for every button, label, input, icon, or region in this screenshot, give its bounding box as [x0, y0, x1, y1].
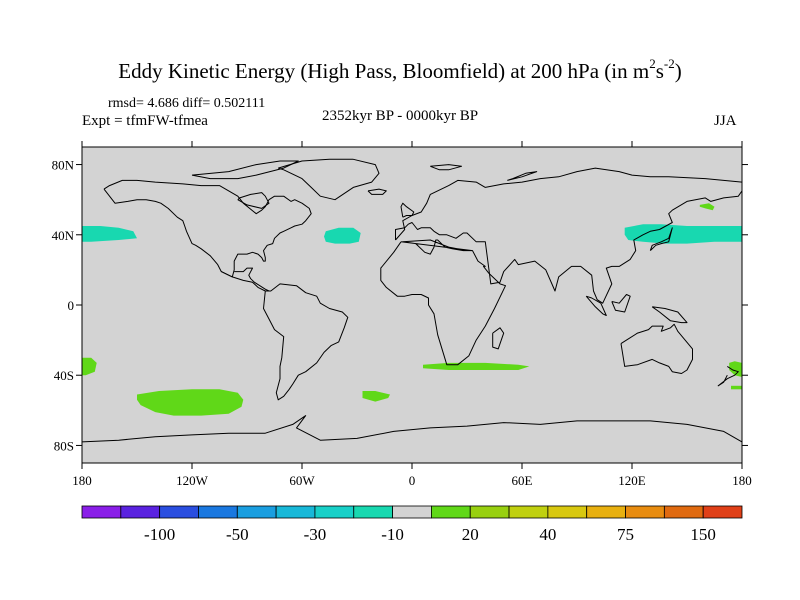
iceland-coastline: [367, 188, 387, 195]
colorbar-label: 75: [617, 525, 634, 544]
japan-coastline: [649, 227, 673, 251]
axis-ticks: 80N 40N 0 40S 80S 180 120W 60W 0 60E 120E 180: [52, 141, 752, 488]
colorbar-label: -50: [226, 525, 249, 544]
season-label: JJA: [714, 113, 737, 129]
lon-tick-label: 180: [72, 473, 92, 488]
anomaly-layer: [82, 203, 742, 416]
colorbar-label: 40: [539, 525, 556, 544]
lat-tick-label: 0: [68, 298, 75, 313]
lon-tick-label: 60E: [512, 473, 533, 488]
colorbar-swatch: [547, 505, 588, 519]
colorbar-swatch: [159, 505, 199, 519]
kamchatka-anomaly: [699, 203, 715, 211]
north-pacific-west-anomaly: [624, 224, 742, 244]
madagascar-coastline: [492, 327, 505, 350]
plot-title-sup1: 2: [649, 56, 656, 71]
colorbar-swatch: [625, 505, 665, 519]
hudson-bay-coastline: [237, 192, 270, 209]
colorbar-swatch: [586, 505, 626, 519]
lon-tick-label: 120W: [176, 473, 209, 488]
borneo-coastline: [611, 294, 631, 313]
plot-title-mid: s: [655, 59, 664, 83]
colorbar-swatch: [353, 505, 393, 519]
colorbar-label: 150: [690, 525, 716, 544]
colorbar-swatch: [314, 505, 355, 519]
lat-tick-label: 80N: [52, 158, 75, 173]
plot-title-sup2: -2: [663, 56, 675, 71]
experiment-label: Expt = tfmFW-tfmea: [82, 113, 208, 129]
north-america-coastline: [103, 179, 312, 278]
colorbar-swatch: [392, 505, 432, 519]
colorbar: -100 -50 -30 -10 20 40 75 150: [81, 505, 743, 544]
lat-tick-label: 40N: [52, 228, 75, 243]
north-pacific-east-positive-anomaly: [82, 226, 137, 242]
africa-coastline: [380, 239, 506, 366]
colorbar-label: -30: [304, 525, 327, 544]
south-america-coastline: [263, 283, 349, 401]
colorbar-swatch: [198, 505, 238, 519]
plot-title: Eddy Kinetic Energy (High Pass, Bloomfie…: [0, 56, 800, 84]
colorbar-swatch: [508, 505, 549, 519]
lat-tick-label: 80S: [54, 438, 74, 453]
new-zealand-anomaly: [729, 361, 742, 377]
north-atlantic-anomaly: [324, 227, 361, 244]
colorbar-swatch: [702, 505, 743, 519]
colorbar-swatch: [236, 505, 277, 519]
sumatra-coastline: [585, 295, 607, 316]
eurasia-coastline: [395, 167, 743, 304]
plot-title-close: ): [674, 59, 682, 83]
coastline-layer: [81, 158, 743, 443]
lon-tick-label: 120E: [618, 473, 646, 488]
new-zealand-coastline: [717, 365, 739, 387]
colorbar-swatch: [431, 505, 471, 519]
colorbar-swatch: [275, 505, 316, 519]
colorbar-swatch: [120, 505, 161, 519]
svalbard-coastline: [430, 164, 462, 171]
lat-tick-label: 40S: [54, 368, 74, 383]
new-guinea-coastline: [651, 306, 688, 324]
new-zealand-south-anomaly: [731, 385, 742, 390]
colorbar-swatch: [663, 505, 704, 519]
plot-title-main: Eddy Kinetic Energy (High Pass, Bloomfie…: [118, 59, 650, 83]
lon-tick-label: 180: [732, 473, 752, 488]
colorbar-swatch: [81, 505, 122, 519]
south-atlantic-anomaly: [362, 391, 390, 402]
south-pacific-far-west-anomaly: [82, 357, 97, 376]
statistics-label: rmsd= 4.686 diff= 0.502111: [108, 96, 266, 111]
greenland-coastline: [278, 158, 380, 201]
colorbar-label: 20: [462, 525, 479, 544]
central-america-coastline: [221, 267, 270, 292]
antarctica-coastline: [81, 415, 743, 443]
colorbar-label: -10: [381, 525, 404, 544]
colorbar-swatch: [469, 505, 510, 519]
uk-coastline: [400, 202, 415, 218]
south-pacific-anomaly: [137, 389, 244, 416]
colorbar-label: -100: [144, 525, 175, 544]
lon-tick-label: 60W: [289, 473, 315, 488]
period-label: 2352kyr BP - 0000kyr BP: [321, 108, 479, 124]
lon-tick-label: 0: [409, 473, 416, 488]
canadian-arctic-islands-coastline: [191, 160, 299, 180]
novaya-zemlya-coastline: [507, 171, 538, 181]
australia-coastline: [620, 323, 693, 374]
